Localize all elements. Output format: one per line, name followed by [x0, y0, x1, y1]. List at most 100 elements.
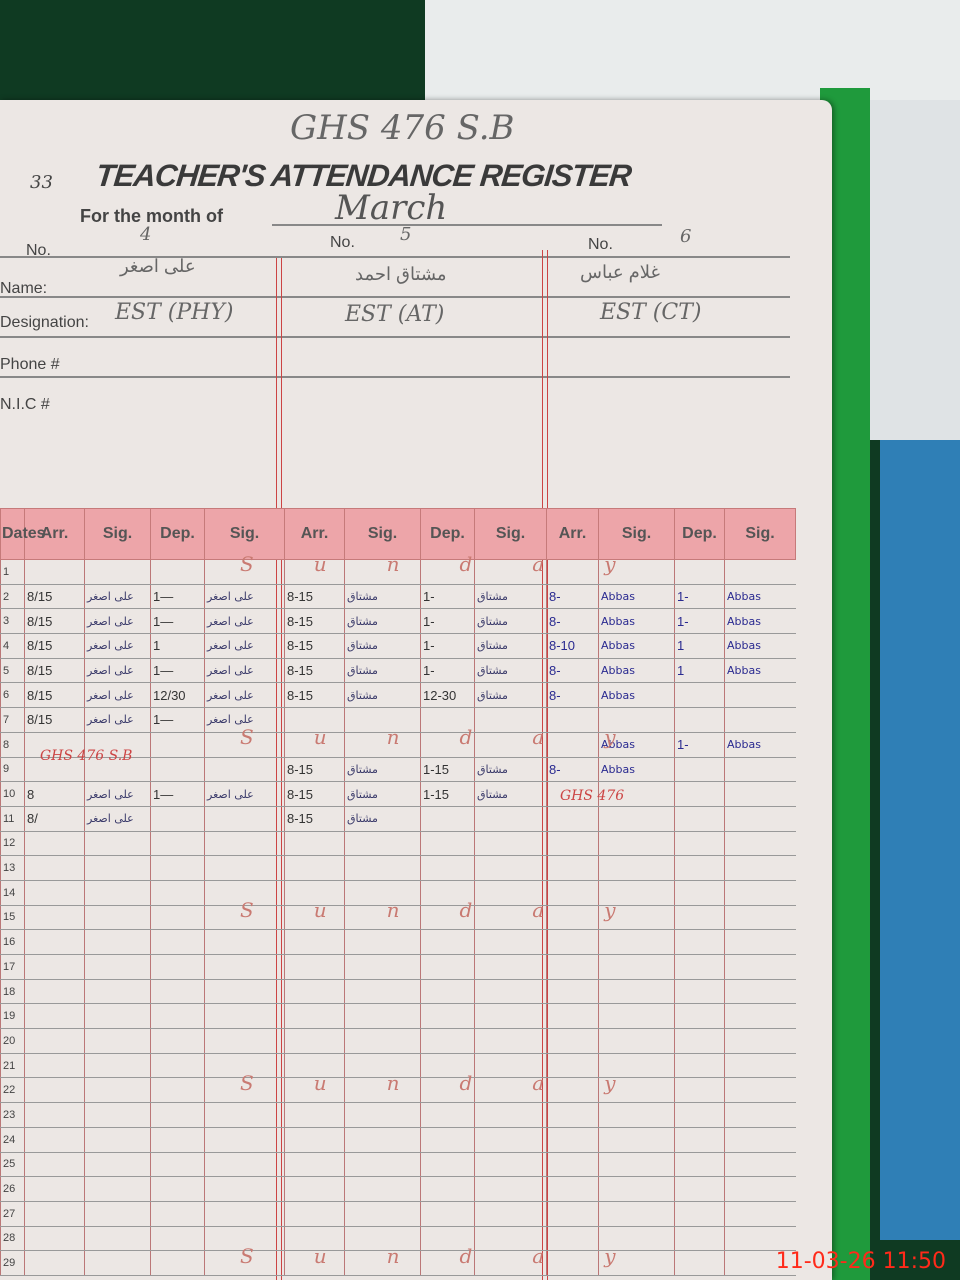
arrival-cell: [546, 1176, 599, 1202]
departure-cell: [420, 1176, 475, 1202]
signature-cell: [474, 831, 547, 857]
row-date: 24: [0, 1127, 25, 1153]
signature-cell: [598, 1127, 675, 1153]
signature-cell: [598, 954, 675, 980]
signature-cell: [344, 1053, 421, 1079]
departure-cell: [674, 1127, 725, 1153]
teacher-no: 6: [680, 226, 692, 247]
departure-cell: [674, 831, 725, 857]
signature-cell: مشتاق: [344, 658, 421, 684]
signature-cell: [724, 831, 796, 857]
departure-cell: 1: [674, 633, 725, 659]
signature-cell: [598, 1053, 675, 1079]
arrival-cell: [546, 707, 599, 733]
departure-cell: [674, 1028, 725, 1054]
sunday-mark: Sunday: [240, 1243, 676, 1268]
signature-cell: [724, 1053, 796, 1079]
signature-cell: مشتاق: [474, 757, 547, 783]
signature-cell: [598, 1250, 675, 1276]
sunday-mark: Sunday: [240, 1070, 676, 1095]
signature-cell: [344, 1152, 421, 1178]
signature-cell: [204, 979, 285, 1005]
signature-cell: علی اصغر: [204, 707, 285, 733]
signature-cell: [724, 1028, 796, 1054]
signature-cell: [724, 1127, 796, 1153]
departure-cell: 1-: [420, 584, 475, 610]
departure-cell: 1-: [674, 608, 725, 635]
signature-cell: [204, 855, 285, 881]
arrival-cell: [546, 1028, 599, 1054]
row-date: 2: [0, 584, 25, 610]
departure-cell: 1: [150, 633, 205, 659]
table-row: 9 8-15 مشتاق 1-15 مشتاق 8- Abbas: [0, 757, 796, 783]
signature-cell: [724, 1250, 796, 1276]
signature-cell: [724, 1077, 796, 1104]
departure-cell: [674, 707, 725, 733]
designation-label: Designation:: [0, 314, 89, 331]
arrival-cell: 8-: [546, 682, 599, 709]
signature-cell: [204, 732, 285, 758]
signature-cell: [474, 1003, 547, 1030]
signature-cell: [474, 1201, 547, 1227]
arrival-cell: 8/15: [24, 633, 85, 659]
signature-cell: [344, 1127, 421, 1153]
signature-cell: [598, 1003, 675, 1030]
signature-cell: [84, 1152, 151, 1178]
table-row: 27: [0, 1201, 796, 1227]
divider: [0, 256, 790, 258]
table-row: 7 8/15 علی اصغر 1— علی اصغر: [0, 707, 796, 733]
nic-label: N.I.C #: [0, 396, 50, 413]
signature-cell: [204, 1250, 285, 1276]
departure-cell: [674, 855, 725, 881]
signature-cell: علی اصغر: [84, 584, 151, 610]
departure-cell: [674, 1053, 725, 1079]
signature-cell: مشتاق: [474, 584, 547, 610]
table-row: 10 8 علی اصغر 1— علی اصغر 8-15 مشتاق 1-15 مشتاق: [0, 781, 796, 807]
school-stamp: GHS 476: [560, 788, 625, 805]
no-label: No.: [330, 234, 355, 251]
background-paper: [425, 0, 960, 110]
signature-cell: [598, 1028, 675, 1054]
signature-cell: علی اصغر: [84, 707, 151, 733]
departure-cell: [674, 806, 725, 832]
arrival-cell: [24, 831, 85, 857]
signature-cell: [598, 905, 675, 931]
signature-cell: [474, 707, 547, 733]
row-date: 16: [0, 929, 25, 955]
header-departure: Dep.: [150, 508, 205, 560]
arrival-cell: [546, 1201, 599, 1227]
arrival-cell: [284, 1176, 345, 1202]
signature-cell: [344, 954, 421, 980]
arrival-cell: 8/15: [24, 584, 85, 610]
teacher-designation: EST (CT): [600, 300, 702, 325]
signature-cell: Abbas: [598, 732, 675, 758]
signature-cell: [344, 1201, 421, 1227]
arrival-cell: 8-: [546, 757, 599, 783]
arrival-cell: [546, 954, 599, 980]
departure-cell: [420, 1028, 475, 1054]
signature-cell: [344, 1226, 421, 1252]
arrival-cell: 8-: [546, 608, 599, 635]
arrival-cell: [284, 979, 345, 1005]
header-arrival: Arr.: [284, 508, 345, 560]
departure-cell: 12/30: [150, 682, 205, 709]
signature-cell: [344, 905, 421, 931]
signature-cell: [344, 929, 421, 955]
signature-cell: [84, 1226, 151, 1252]
arrival-cell: [546, 831, 599, 857]
table-row: 6 8/15 علی اصغر 12/30 علی اصغر 8-15 مشتاق 12-30…: [0, 682, 796, 709]
signature-cell: [598, 559, 675, 585]
departure-cell: [150, 1053, 205, 1079]
arrival-cell: [24, 1028, 85, 1054]
signature-cell: مشتاق: [344, 633, 421, 659]
signature-cell: [84, 929, 151, 955]
signature-cell: [204, 1201, 285, 1227]
arrival-cell: [284, 732, 345, 758]
signature-cell: [724, 1201, 796, 1227]
teacher-no: 5: [400, 224, 412, 245]
row-date: 3: [0, 608, 25, 635]
departure-cell: [674, 979, 725, 1005]
departure-cell: 12-30: [420, 682, 475, 709]
divider: [0, 336, 790, 338]
departure-cell: [420, 1201, 475, 1227]
